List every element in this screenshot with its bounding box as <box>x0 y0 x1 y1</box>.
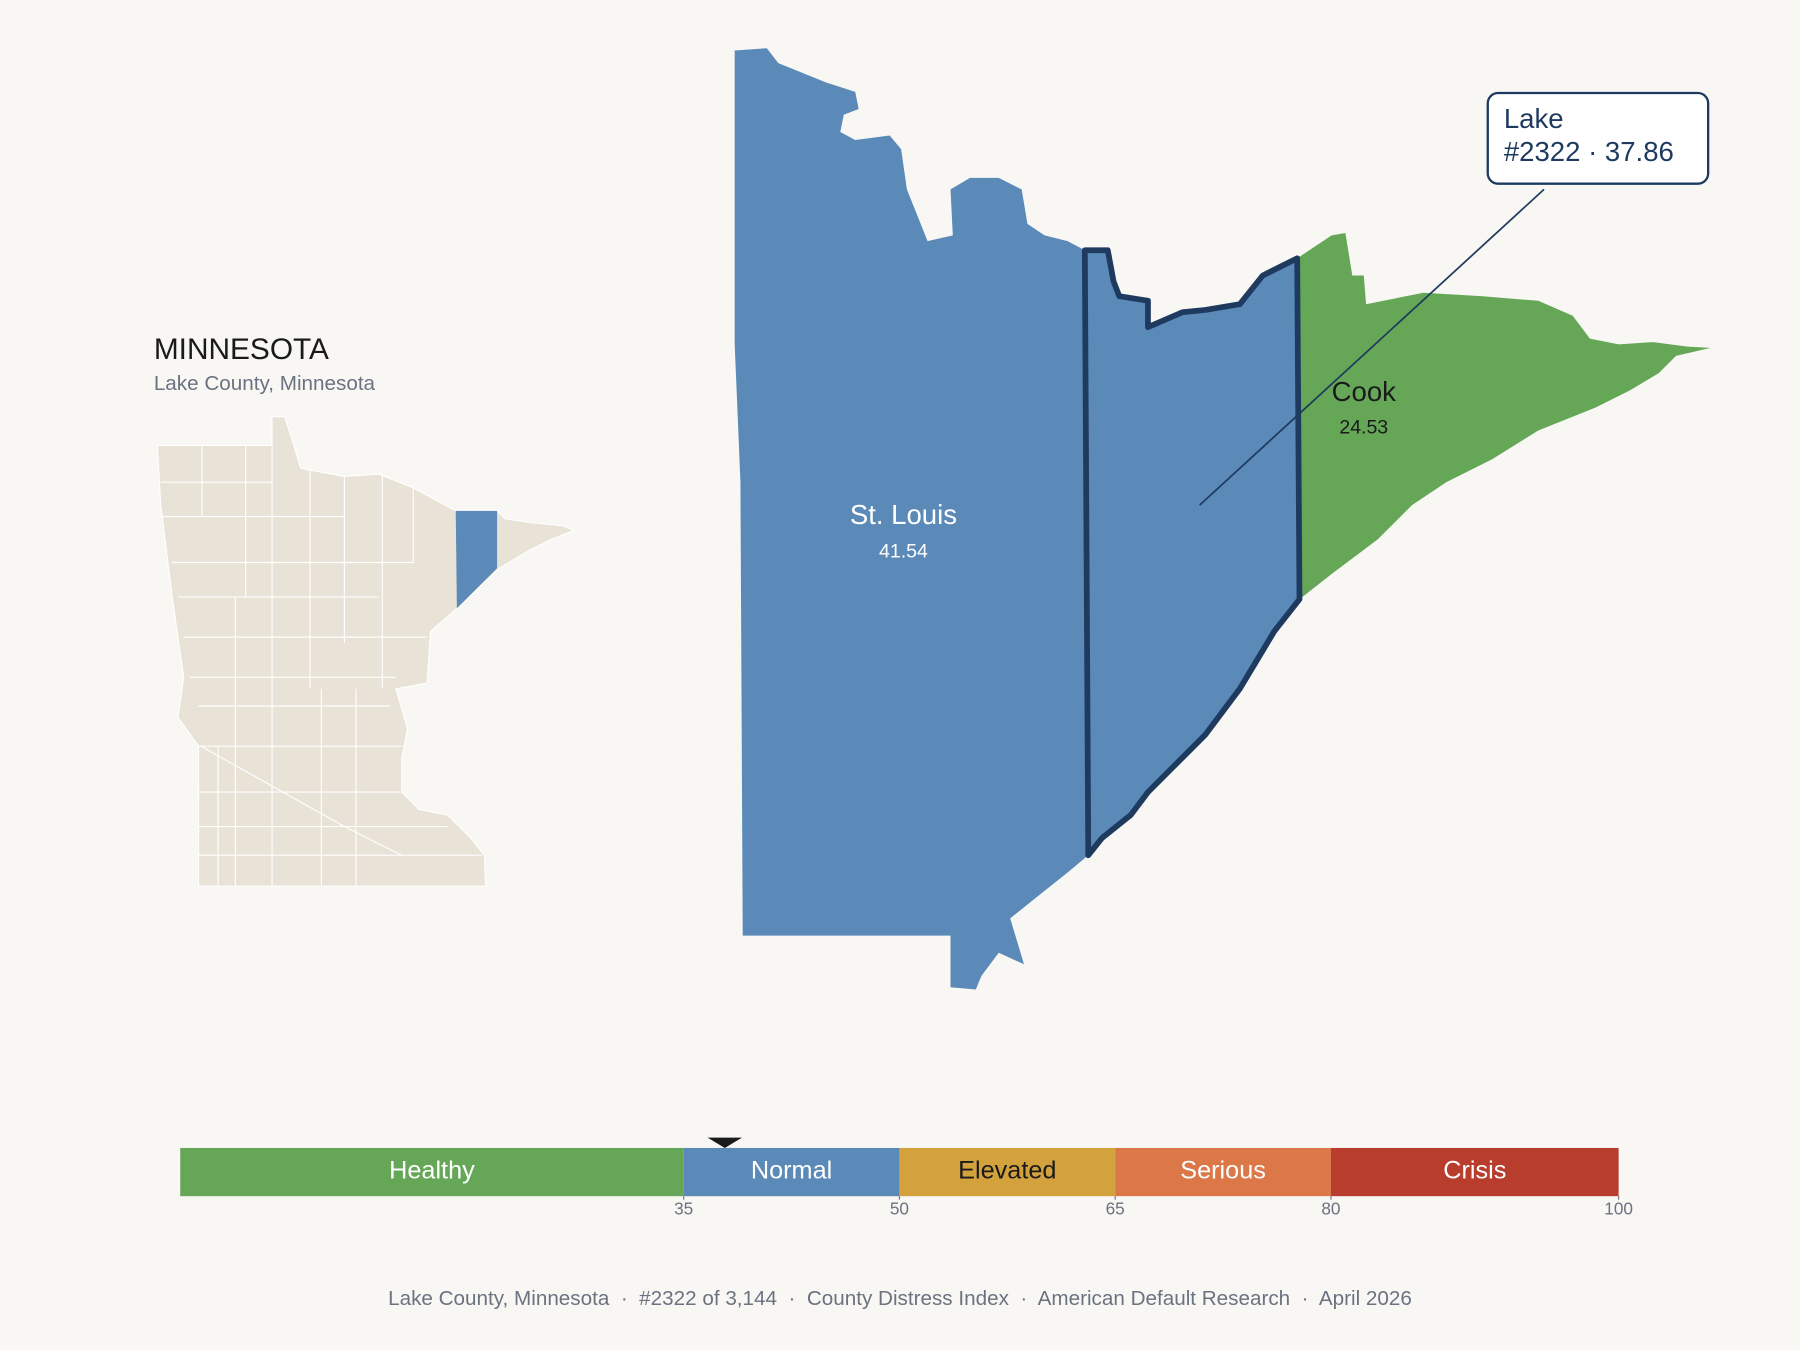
distress-scale: Healthy Normal Elevated Serious Crisis 35 50 65… <box>180 1137 1633 1218</box>
county-lines <box>160 445 483 887</box>
scale-band <box>180 1147 684 1197</box>
county-name: Cook <box>1332 376 1397 407</box>
footer: Lake County, Minnesota · #2322 of 3,144 … <box>388 1287 1412 1310</box>
selected-county[interactable] <box>1081 247 1303 859</box>
callout-box <box>1486 91 1710 185</box>
callout-detail: #2322 · 37.86 <box>1504 136 1674 167</box>
scale-band <box>899 1147 1116 1197</box>
scale-tick-label: 80 <box>1321 1198 1340 1218</box>
scale-band-label: Elevated <box>958 1157 1056 1185</box>
state-title: MINNESOTA <box>154 333 329 366</box>
scale-band-label: Healthy <box>389 1157 475 1185</box>
callout-leader <box>1199 188 1545 506</box>
county-score: 24.53 <box>1339 416 1388 438</box>
callout-title: Lake <box>1504 103 1564 134</box>
scale-tick-label: 100 <box>1604 1198 1633 1218</box>
subtitle: Lake County, Minnesota <box>154 372 376 395</box>
scale-tick-label: 50 <box>890 1198 909 1218</box>
county-score: 41.54 <box>879 540 928 562</box>
selected-inset <box>455 510 498 609</box>
county <box>734 48 1089 990</box>
scale-band <box>1330 1147 1619 1197</box>
scale-band-label: Normal <box>751 1157 832 1185</box>
scale-band-label: Serious <box>1180 1157 1266 1185</box>
state-inset <box>156 416 576 887</box>
scale-band <box>1115 1147 1331 1197</box>
scale-tick-label: 65 <box>1106 1198 1125 1218</box>
scale-marker <box>707 1137 743 1148</box>
county <box>1297 233 1711 600</box>
scale-band-label: Crisis <box>1443 1157 1506 1185</box>
county-name: St. Louis <box>850 499 957 530</box>
scale-band <box>683 1147 900 1197</box>
scale-tick-label: 35 <box>674 1198 693 1218</box>
